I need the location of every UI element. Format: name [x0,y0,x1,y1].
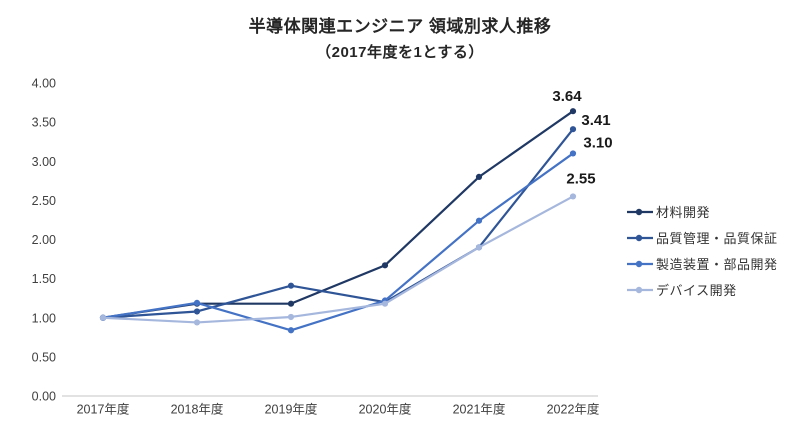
data-point-equipment-parts-development [287,327,295,334]
series-line-materials-development [101,110,575,319]
x-axis-tick-label: 2018年度 [171,402,224,417]
legend-label: 品質管理・品質保証 [656,231,778,246]
y-axis-tick-label: 1.50 [32,272,56,286]
data-point-materials-development [475,173,483,180]
legend-marker-icon [627,260,653,267]
x-axis-tick-label: 2022年度 [547,402,600,417]
chart-title: 半導体関連エンジニア 領域別求人推移 [248,17,552,36]
x-axis-tick-label: 2020年度 [359,402,412,417]
x-axis-tick-label: 2021年度 [453,402,506,417]
legend-marker-icon [627,286,653,293]
data-point-equipment-parts-development [569,150,577,157]
data-point-device-development [287,313,295,321]
data-point-equipment-parts-development [475,217,483,224]
end-value-label-quality-management-assurance: 3.41 [581,112,610,129]
y-axis-tick-label: 3.50 [32,116,56,130]
data-point-device-development [475,244,483,251]
series-line-device-development [101,195,575,324]
data-point-equipment-parts-development [193,299,201,306]
end-value-label-equipment-parts-development: 3.10 [583,134,612,151]
y-axis-tick-label: 3.00 [32,155,56,169]
legend-item-quality-management-assurance: 品質管理・品質保証 [627,228,778,247]
y-axis-tick-label: 0.50 [32,350,56,364]
end-value-label-device-development: 2.55 [566,170,595,187]
y-axis-tick-label: 1.00 [32,311,56,325]
x-axis-tick-label: 2019年度 [265,402,318,417]
data-point-materials-development [381,262,389,269]
y-axis-tick-label: 2.00 [32,233,56,247]
legend-label: デバイス開発 [656,283,737,298]
data-point-quality-management-assurance [569,126,577,133]
series-line-quality-management-assurance [101,128,575,319]
x-axis-tick-label: 2017年度 [77,402,130,417]
end-value-label-materials-development: 3.64 [552,88,582,105]
legend-label: 製造装置・部品開発 [656,257,778,272]
data-point-device-development [193,319,201,326]
chart-legend: 材料開発品質管理・品質保証 製造装置・部品開発 デバイス開発 [627,202,778,299]
series-quality-management-assurance [99,126,577,321]
y-axis-tick-label: 4.00 [32,77,56,91]
legend-marker-icon [627,208,653,215]
series-device-development [99,193,577,326]
legend-item-materials-development: 材料開発 [627,202,778,221]
legend-item-equipment-parts-development: 製造装置・部品開発 [627,254,778,273]
data-point-device-development [99,314,107,321]
y-axis-tick-label: 2.50 [32,194,56,208]
legend-marker-icon [627,234,653,241]
data-point-device-development [569,193,577,200]
data-point-quality-management-assurance [287,282,295,289]
legend-label: 材料開発 [656,205,711,220]
y-axis-tick-label: 0.00 [32,390,56,404]
data-point-device-development [381,300,389,307]
series-equipment-parts-development [99,150,577,334]
chart-subtitle: （2017年度を1とする） [316,44,484,61]
data-point-quality-management-assurance [193,308,201,315]
legend-item-device-development: デバイス開発 [627,280,778,299]
data-point-materials-development [287,300,295,307]
data-point-materials-development [569,108,577,115]
series-line-equipment-parts-development [101,152,575,332]
